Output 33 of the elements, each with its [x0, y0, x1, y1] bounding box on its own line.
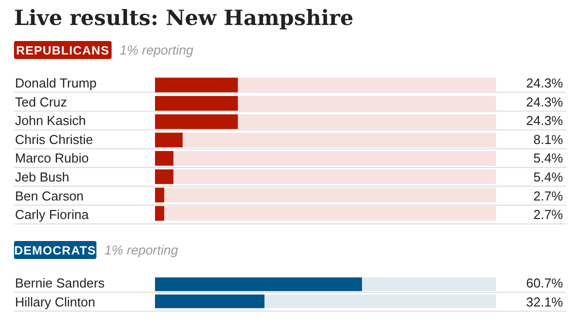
- chart-subtitle: 1% reporting: [120, 42, 194, 58]
- data-label: 8.1%: [533, 132, 564, 147]
- y-tick-label: John Kasich: [15, 113, 86, 128]
- y-tick-label: Chris Christie: [15, 132, 94, 147]
- bar: [155, 96, 238, 111]
- bar: [155, 188, 164, 202]
- y-tick-label: Carly Fiorina: [15, 207, 90, 222]
- bar: [155, 132, 183, 148]
- chart-title: Live results: New Hampshire: [14, 5, 354, 30]
- data-label: 32.1%: [526, 294, 564, 310]
- bar: [155, 169, 174, 184]
- data-label: 24.3%: [526, 113, 564, 128]
- bar: [155, 78, 238, 92]
- bar: [155, 206, 164, 221]
- data-label: 2.7%: [533, 207, 564, 222]
- text: REPUBLICANS: [16, 44, 110, 58]
- data-label: 24.3%: [526, 76, 564, 90]
- data-label: 24.3%: [526, 94, 564, 110]
- data-label: 2.7%: [533, 188, 564, 204]
- y-tick-label: Marco Rubio: [15, 150, 89, 166]
- y-tick-label: Bernie Sanders: [15, 276, 106, 290]
- data-label: 5.4%: [533, 170, 564, 184]
- data-label: 60.7%: [526, 276, 564, 290]
- chart-subtitle: 1% reporting: [104, 242, 179, 258]
- y-tick-label: Hillary Clinton: [15, 294, 96, 310]
- bar: [155, 114, 238, 130]
- bar: [155, 151, 174, 166]
- data-label: 5.4%: [533, 150, 564, 166]
- y-tick-label: Ben Carson: [15, 188, 84, 204]
- text: DEMOCRATS: [14, 244, 96, 258]
- y-tick-label: Donald Trump: [15, 76, 97, 90]
- y-tick-label: Ted Cruz: [15, 94, 68, 110]
- y-tick-label: Jeb Bush: [15, 170, 70, 184]
